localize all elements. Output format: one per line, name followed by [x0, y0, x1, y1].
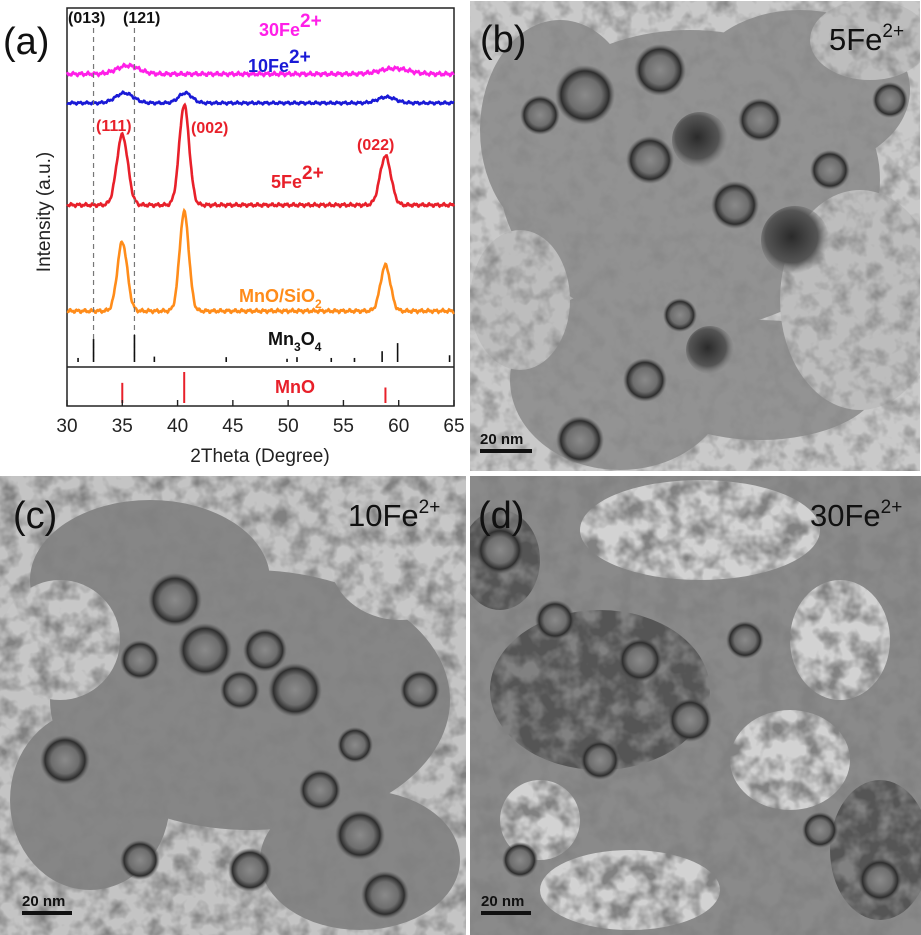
x-tick-label-6: 60	[388, 416, 409, 437]
panel-b-tem-image: 20 nm (b) 5Fe2+	[468, 0, 921, 472]
peak-label-002: (002)	[191, 120, 228, 137]
peak-label-022: (022)	[357, 137, 394, 154]
panel-label-c: (c)	[13, 495, 57, 537]
peak-label-111: (111)	[96, 118, 132, 135]
series-label-mno-sio2: MnO/SiO2	[239, 286, 322, 311]
panel-c-tem-image: 20 nm (c) 10Fe2+	[0, 476, 466, 935]
x-tick-label-2: 40	[167, 416, 188, 437]
reference-label-mno: MnO	[275, 377, 315, 397]
x-tick-label-4: 50	[278, 416, 299, 437]
scale-bar-label-b: 20 nm	[480, 431, 523, 448]
dashed-label-121: (121)	[123, 10, 160, 27]
series-label-30fe: 30Fe2+	[259, 11, 322, 40]
reference-stick-patterns	[77, 335, 451, 403]
series-line-1	[66, 90, 455, 107]
panel-header-b: 5Fe2+	[829, 21, 904, 57]
x-axis-label: 2Theta (Degree)	[190, 446, 329, 467]
dashed-reference-lines	[92, 28, 136, 360]
x-axis-ticks: 30 35 40 45 50 55 60 65	[56, 400, 465, 437]
panel-label-d: (d)	[478, 495, 524, 537]
nanoparticles	[476, 526, 902, 902]
y-axis-label: Intensity (a.u.)	[34, 152, 55, 272]
panel-label-b: (b)	[480, 19, 526, 61]
x-tick-label-7: 65	[443, 416, 464, 437]
nanoparticles	[40, 573, 440, 919]
series-line-2	[66, 102, 456, 209]
scale-bar-label-c: 20 nm	[22, 893, 65, 910]
plot-frame	[66, 7, 455, 407]
scale-bar-c	[22, 911, 72, 915]
panel-d-tem-image: 20 nm (d) 30Fe2+	[470, 476, 921, 935]
scale-bar-d	[481, 911, 531, 915]
panel-a-xrd-chart: 30 35 40 45 50 55 60 65 30Fe2+ 10Fe2+ 5Fe2+ MnO…	[3, 7, 465, 467]
series-line-0	[65, 62, 455, 78]
panel-label-a: (a)	[3, 21, 49, 63]
x-tick-label-3: 45	[222, 416, 243, 437]
x-tick-label-0: 30	[56, 416, 77, 437]
series-label-5fe: 5Fe2+	[271, 163, 324, 192]
scale-bar-b	[480, 449, 532, 453]
xrd-curves	[65, 62, 456, 315]
panel-header-c: 10Fe2+	[348, 497, 440, 533]
nanoparticles	[520, 44, 908, 464]
x-tick-label-5: 55	[333, 416, 354, 437]
series-line-3	[66, 207, 455, 315]
x-tick-label-1: 35	[112, 416, 133, 437]
scale-bar-label-d: 20 nm	[481, 893, 524, 910]
dashed-label-013: (013)	[68, 10, 105, 27]
series-label-10fe: 10Fe2+	[248, 47, 311, 76]
reference-label-mn3o4: Mn3O4	[268, 329, 322, 354]
panel-header-d: 30Fe2+	[810, 497, 902, 533]
